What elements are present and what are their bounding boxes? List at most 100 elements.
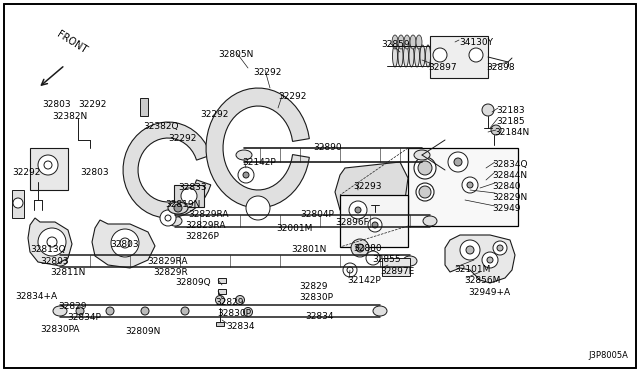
Circle shape (343, 263, 357, 277)
Circle shape (462, 177, 478, 193)
Text: 32292: 32292 (168, 134, 196, 143)
Text: 32829R: 32829R (153, 268, 188, 277)
Circle shape (38, 155, 58, 175)
Text: 32382Q: 32382Q (143, 122, 179, 131)
Circle shape (349, 201, 367, 219)
Ellipse shape (373, 306, 387, 316)
Text: 32897E: 32897E (380, 267, 414, 276)
Text: 32805N: 32805N (218, 50, 253, 59)
Bar (216, 322, 224, 326)
Circle shape (216, 295, 225, 305)
Ellipse shape (236, 150, 252, 160)
Text: 32292: 32292 (12, 168, 40, 177)
Circle shape (482, 104, 494, 116)
Circle shape (460, 240, 480, 260)
Text: 32813Q: 32813Q (30, 245, 66, 254)
Text: 32830PA: 32830PA (40, 325, 79, 334)
Text: 32803: 32803 (42, 100, 70, 109)
Circle shape (467, 182, 473, 188)
Circle shape (238, 167, 254, 183)
Circle shape (487, 257, 493, 263)
Bar (408, 148, 518, 226)
Bar (430, 36, 488, 78)
Circle shape (160, 210, 176, 226)
Text: 32897: 32897 (428, 63, 456, 72)
Bar (174, 185, 204, 207)
Circle shape (469, 48, 483, 62)
Circle shape (76, 307, 84, 315)
Circle shape (368, 218, 382, 232)
Text: 32183: 32183 (496, 106, 525, 115)
Ellipse shape (420, 45, 425, 67)
Ellipse shape (403, 256, 417, 266)
Text: 32829: 32829 (215, 298, 243, 307)
Text: 32382N: 32382N (52, 112, 87, 121)
Circle shape (106, 307, 114, 315)
Text: 32292: 32292 (253, 68, 282, 77)
Text: 32834P: 32834P (67, 313, 101, 322)
Circle shape (141, 307, 149, 315)
Ellipse shape (168, 216, 182, 226)
Text: 32829: 32829 (58, 302, 86, 311)
Bar (30, 148, 68, 190)
Circle shape (366, 251, 380, 265)
Circle shape (356, 244, 364, 252)
Ellipse shape (53, 306, 67, 316)
Text: 32803: 32803 (110, 240, 139, 249)
Text: 32834Q: 32834Q (492, 160, 527, 169)
Text: 32855: 32855 (372, 255, 401, 264)
Bar (12, 190, 24, 218)
Polygon shape (123, 122, 211, 218)
Ellipse shape (426, 45, 431, 67)
Circle shape (243, 308, 253, 317)
Text: J3P8005A: J3P8005A (588, 351, 628, 360)
Text: 32829N: 32829N (492, 193, 527, 202)
Circle shape (181, 188, 197, 204)
Ellipse shape (415, 45, 419, 67)
Text: 32184N: 32184N (494, 128, 529, 137)
Circle shape (448, 152, 468, 172)
Polygon shape (28, 218, 72, 265)
Text: 32803: 32803 (80, 168, 109, 177)
Text: 32185: 32185 (496, 117, 525, 126)
Polygon shape (335, 162, 408, 225)
Circle shape (419, 186, 431, 198)
Text: 32804P: 32804P (300, 210, 334, 219)
Circle shape (236, 295, 244, 305)
Circle shape (174, 204, 182, 212)
Text: 32293: 32293 (353, 182, 381, 191)
Circle shape (372, 222, 378, 228)
Ellipse shape (398, 35, 404, 49)
Text: 32101M: 32101M (454, 265, 490, 274)
Ellipse shape (416, 35, 422, 49)
Text: 32834: 32834 (226, 322, 255, 331)
Text: 32834: 32834 (305, 312, 333, 321)
Circle shape (418, 161, 432, 175)
Text: 32142P: 32142P (347, 276, 381, 285)
Bar (340, 195, 408, 247)
Text: 32949: 32949 (492, 204, 520, 213)
Ellipse shape (410, 35, 416, 49)
Circle shape (466, 246, 474, 254)
Circle shape (493, 241, 507, 255)
Circle shape (38, 228, 66, 256)
Circle shape (13, 198, 23, 208)
Circle shape (351, 239, 369, 257)
Ellipse shape (404, 35, 410, 49)
Circle shape (246, 196, 270, 220)
Text: 32840: 32840 (492, 182, 520, 191)
Ellipse shape (416, 183, 434, 201)
Text: 32142P: 32142P (242, 158, 276, 167)
Circle shape (181, 307, 189, 315)
Text: 32898: 32898 (486, 63, 515, 72)
Text: 32292: 32292 (78, 100, 106, 109)
Circle shape (433, 48, 447, 62)
Text: 32829RA: 32829RA (147, 257, 188, 266)
Circle shape (497, 245, 503, 251)
Text: 32830P: 32830P (217, 309, 251, 318)
Text: 32896F: 32896F (335, 218, 369, 227)
Ellipse shape (392, 45, 397, 67)
Text: 32949+A: 32949+A (468, 288, 510, 297)
Text: 32819N: 32819N (165, 200, 200, 209)
Circle shape (355, 207, 361, 213)
